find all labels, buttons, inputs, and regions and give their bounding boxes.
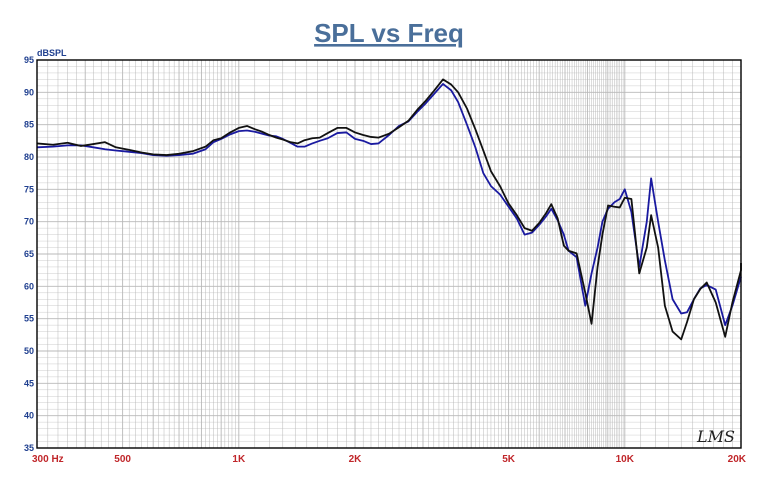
plot-frame <box>36 59 742 449</box>
x-tick-label: 300 Hz <box>32 454 64 465</box>
y-tick-label: 40 <box>24 411 34 421</box>
y-tick-labels: 35 40 45 50 55 60 65 70 75 80 85 90 95 <box>24 55 34 453</box>
grid <box>37 60 741 448</box>
x-tick-label: 500 <box>114 454 131 465</box>
y-tick-label: 85 <box>24 120 34 130</box>
y-tick-label: 70 <box>24 217 34 227</box>
series-line-2 <box>36 78 742 341</box>
y-axis-label: dBSPL <box>37 48 67 58</box>
x-tick-label: 2K <box>349 454 363 465</box>
y-tick-label: 55 <box>24 314 34 324</box>
x-tick-label: 1K <box>232 454 246 465</box>
x-tick-labels: 300 Hz 500 1K 2K 5K 10K 20K <box>32 454 747 465</box>
y-tick-label: 75 <box>24 184 34 194</box>
y-tick-label: 50 <box>24 346 34 356</box>
y-tick-label: 90 <box>24 87 34 97</box>
series-lines <box>36 78 742 341</box>
y-tick-label: 95 <box>24 55 34 65</box>
y-tick-label: 35 <box>24 443 34 453</box>
x-tick-label: 5K <box>502 454 516 465</box>
y-tick-label: 65 <box>24 249 34 259</box>
chart-title: SPL vs Freq <box>314 18 464 48</box>
y-tick-label: 60 <box>24 281 34 291</box>
series-line-1 <box>36 83 742 327</box>
y-tick-label: 80 <box>24 152 34 162</box>
lms-logo: LMS <box>696 427 735 446</box>
x-tick-label: 10K <box>616 454 635 465</box>
y-tick-label: 45 <box>24 378 34 388</box>
x-tick-label: 20K <box>728 454 747 465</box>
